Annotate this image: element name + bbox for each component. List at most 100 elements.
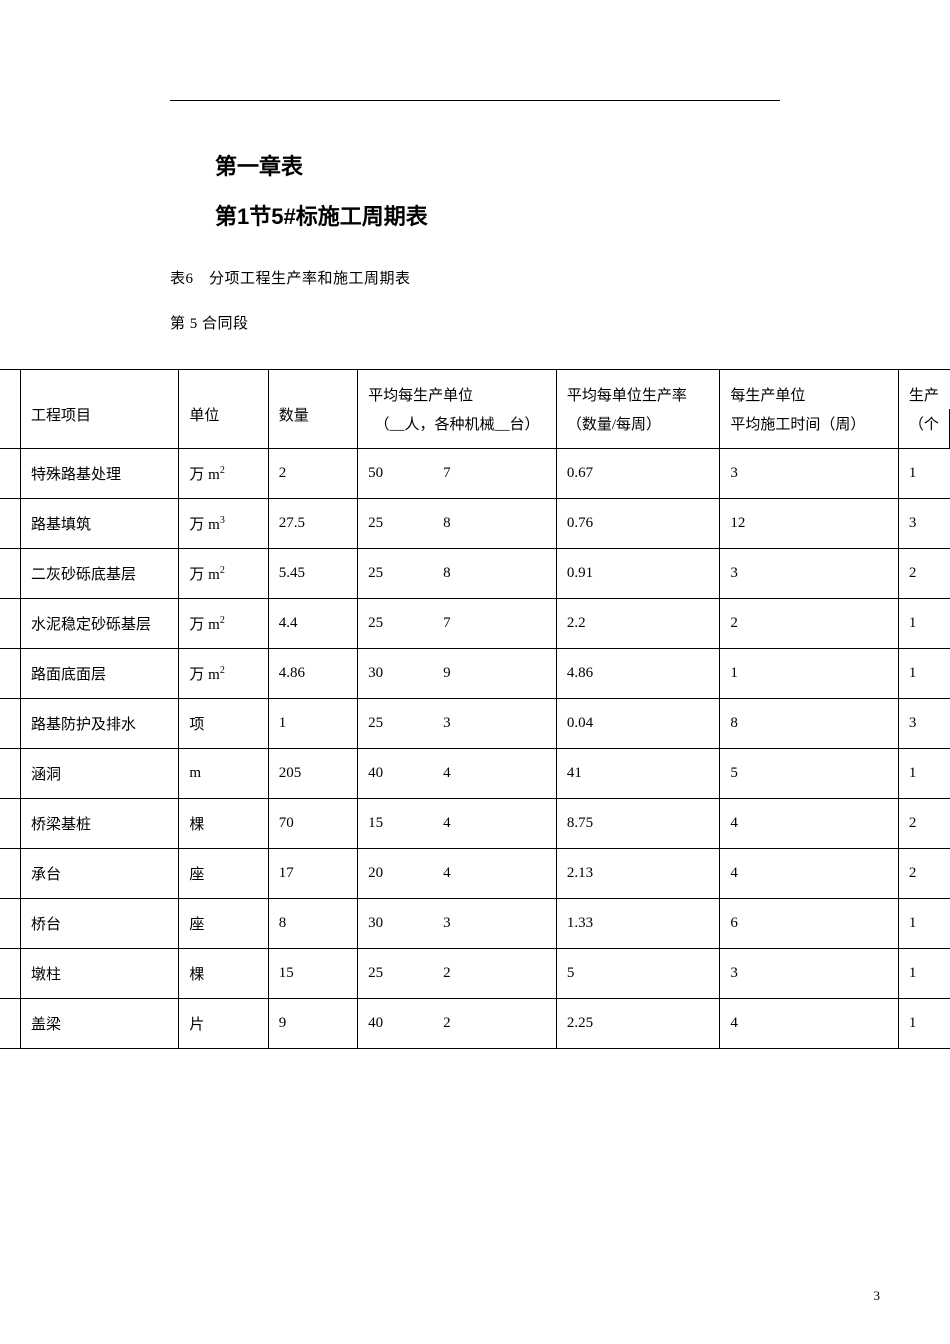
cell-project: 二灰砂砾底基层 bbox=[21, 549, 179, 599]
cell-unit: 项 bbox=[179, 699, 268, 749]
cell-rate: 0.91 bbox=[556, 549, 720, 599]
cell-qty: 8 bbox=[268, 899, 357, 949]
col-rate-l2: （数量/每周） bbox=[556, 409, 720, 449]
cell-project: 桥梁基桩 bbox=[21, 799, 179, 849]
cell-last: 1 bbox=[898, 899, 949, 949]
cell-project: 路面底面层 bbox=[21, 649, 179, 699]
cell-unit: 万 m3 bbox=[179, 499, 268, 549]
col-eachunit-l2: 平均施工时间（周） bbox=[720, 409, 899, 449]
cell-time: 12 bbox=[720, 499, 899, 549]
cell-blank bbox=[0, 499, 21, 549]
cell-time: 2 bbox=[720, 599, 899, 649]
cell-last: 1 bbox=[898, 949, 949, 999]
table-row: 盖梁片94022.2541 bbox=[0, 999, 950, 1049]
cell-project: 特殊路基处理 bbox=[21, 449, 179, 499]
table-row: 桥梁基桩棵701548.7542 bbox=[0, 799, 950, 849]
cell-last: 1 bbox=[898, 749, 949, 799]
cell-qty: 5.45 bbox=[268, 549, 357, 599]
page-number: 3 bbox=[874, 1288, 881, 1304]
cell-rate: 4.86 bbox=[556, 649, 720, 699]
cell-qty: 205 bbox=[268, 749, 357, 799]
cell-last: 1 bbox=[898, 449, 949, 499]
cell-blank bbox=[0, 449, 21, 499]
cell-time: 8 bbox=[720, 699, 899, 749]
cell-qty: 4.86 bbox=[268, 649, 357, 699]
cell-rate: 0.76 bbox=[556, 499, 720, 549]
cell-blank bbox=[0, 849, 21, 899]
cell-qty: 4.4 bbox=[268, 599, 357, 649]
cell-rate: 5 bbox=[556, 949, 720, 999]
cell-last: 2 bbox=[898, 849, 949, 899]
cell-unit: 片 bbox=[179, 999, 268, 1049]
horizontal-rule bbox=[170, 100, 780, 101]
col-produnit-l2: （__人，各种机械__台） bbox=[358, 409, 557, 449]
table-row: 特殊路基处理万 m225070.6731 bbox=[0, 449, 950, 499]
cell-prod: 204 bbox=[358, 849, 557, 899]
construction-period-table: 工程项目 单位 数量 平均每生产单位 平均每单位生产率 每生产单位 生产 （__… bbox=[0, 369, 950, 1049]
cell-blank bbox=[0, 949, 21, 999]
cell-last: 3 bbox=[898, 499, 949, 549]
cell-time: 4 bbox=[720, 849, 899, 899]
cell-prod: 257 bbox=[358, 599, 557, 649]
table-row: 水泥稳定砂砾基层万 m24.42572.221 bbox=[0, 599, 950, 649]
cell-qty: 70 bbox=[268, 799, 357, 849]
table-caption: 表6 分项工程生产率和施工周期表 bbox=[170, 267, 950, 288]
cell-blank bbox=[0, 599, 21, 649]
cell-rate: 2.2 bbox=[556, 599, 720, 649]
col-blank bbox=[0, 370, 21, 449]
cell-qty: 27.5 bbox=[268, 499, 357, 549]
cell-rate: 0.67 bbox=[556, 449, 720, 499]
table-row: 墩柱棵15252531 bbox=[0, 949, 950, 999]
cell-unit: m bbox=[179, 749, 268, 799]
cell-rate: 2.25 bbox=[556, 999, 720, 1049]
cell-qty: 9 bbox=[268, 999, 357, 1049]
cell-time: 3 bbox=[720, 949, 899, 999]
table-row: 承台座172042.1342 bbox=[0, 849, 950, 899]
cell-project: 路基防护及排水 bbox=[21, 699, 179, 749]
cell-project: 路基填筑 bbox=[21, 499, 179, 549]
cell-project: 涵洞 bbox=[21, 749, 179, 799]
cell-rate: 41 bbox=[556, 749, 720, 799]
chapter-heading: 第一章表 bbox=[215, 149, 950, 181]
table-row: 涵洞m2054044151 bbox=[0, 749, 950, 799]
table-row: 桥台座83031.3361 bbox=[0, 899, 950, 949]
cell-qty: 2 bbox=[268, 449, 357, 499]
cell-time: 4 bbox=[720, 799, 899, 849]
cell-blank bbox=[0, 799, 21, 849]
cell-prod: 252 bbox=[358, 949, 557, 999]
cell-project: 水泥稳定砂砾基层 bbox=[21, 599, 179, 649]
col-last-l2: （个 bbox=[898, 409, 949, 449]
cell-unit: 万 m2 bbox=[179, 649, 268, 699]
table-row: 路基填筑万 m327.52580.76123 bbox=[0, 499, 950, 549]
cell-rate: 8.75 bbox=[556, 799, 720, 849]
col-project: 工程项目 bbox=[21, 370, 179, 449]
cell-last: 3 bbox=[898, 699, 949, 749]
cell-unit: 万 m2 bbox=[179, 599, 268, 649]
cell-blank bbox=[0, 699, 21, 749]
cell-time: 3 bbox=[720, 449, 899, 499]
col-eachunit-l1: 每生产单位 bbox=[720, 370, 899, 410]
cell-unit: 座 bbox=[179, 899, 268, 949]
cell-prod: 402 bbox=[358, 999, 557, 1049]
cell-prod: 258 bbox=[358, 499, 557, 549]
cell-unit: 座 bbox=[179, 849, 268, 899]
cell-prod: 309 bbox=[358, 649, 557, 699]
cell-time: 4 bbox=[720, 999, 899, 1049]
cell-rate: 2.13 bbox=[556, 849, 720, 899]
cell-qty: 15 bbox=[268, 949, 357, 999]
cell-last: 1 bbox=[898, 599, 949, 649]
col-produnit-l1: 平均每生产单位 bbox=[358, 370, 557, 410]
table-row: 二灰砂砾底基层万 m25.452580.9132 bbox=[0, 549, 950, 599]
cell-qty: 17 bbox=[268, 849, 357, 899]
cell-rate: 1.33 bbox=[556, 899, 720, 949]
contract-section-label: 第 5 合同段 bbox=[170, 312, 950, 333]
cell-rate: 0.04 bbox=[556, 699, 720, 749]
cell-prod: 258 bbox=[358, 549, 557, 599]
cell-prod: 303 bbox=[358, 899, 557, 949]
cell-time: 1 bbox=[720, 649, 899, 699]
cell-time: 6 bbox=[720, 899, 899, 949]
cell-blank bbox=[0, 649, 21, 699]
cell-unit: 棵 bbox=[179, 799, 268, 849]
cell-unit: 棵 bbox=[179, 949, 268, 999]
cell-last: 1 bbox=[898, 649, 949, 699]
